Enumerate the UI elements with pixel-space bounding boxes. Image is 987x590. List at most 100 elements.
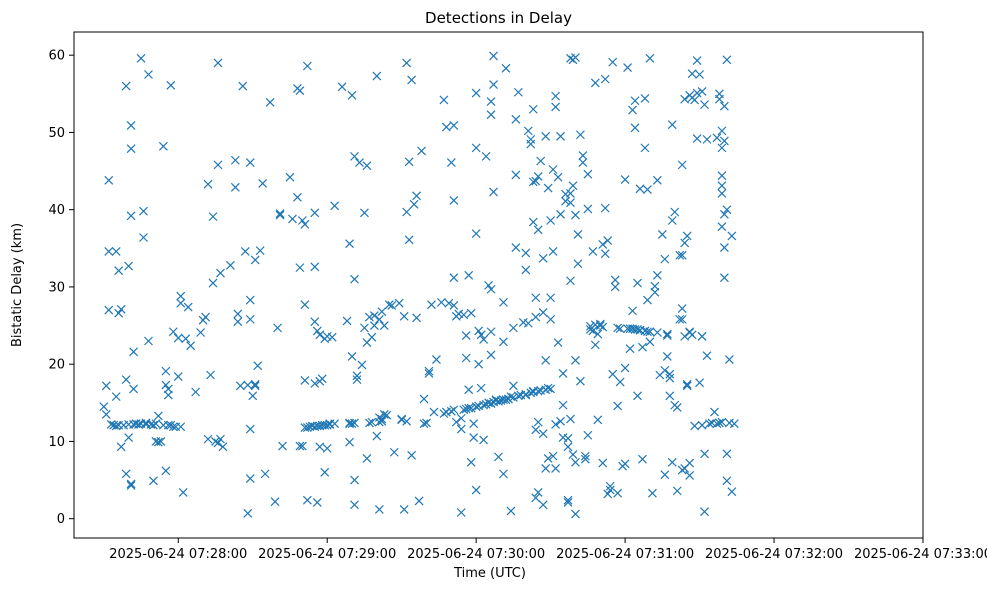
data-point — [459, 405, 469, 415]
data-point — [551, 420, 561, 429]
data-point — [543, 383, 553, 393]
data-point — [638, 454, 647, 464]
data-point — [593, 415, 603, 425]
data-point — [705, 419, 714, 429]
data-point — [501, 63, 511, 73]
data-point — [531, 176, 541, 186]
data-point — [724, 355, 734, 364]
data-point — [513, 391, 523, 401]
data-point — [538, 500, 548, 510]
data-point — [364, 312, 374, 322]
data-point — [508, 381, 518, 391]
data-point — [667, 120, 677, 130]
data-point — [161, 380, 171, 390]
data-point — [295, 263, 305, 273]
data-point — [168, 422, 178, 432]
data-point — [645, 327, 655, 337]
data-point — [546, 216, 556, 225]
data-point — [722, 205, 732, 215]
data-point — [245, 295, 255, 305]
data-point — [546, 314, 556, 324]
data-point — [407, 450, 417, 460]
data-point — [173, 333, 183, 343]
data-point — [722, 55, 732, 65]
y-tick-label: 50 — [48, 126, 65, 141]
data-point — [419, 394, 429, 404]
data-point — [680, 94, 690, 104]
data-point — [645, 53, 655, 63]
data-point — [680, 238, 690, 248]
data-point — [595, 321, 605, 330]
data-point — [521, 265, 531, 275]
data-point — [526, 388, 536, 398]
data-point — [635, 184, 645, 194]
x-tick-label: 2025-06-24 07:30:00 — [407, 547, 545, 562]
data-point — [397, 415, 407, 425]
data-point — [248, 391, 258, 401]
data-point — [719, 101, 729, 111]
data-point — [235, 381, 245, 391]
data-point — [511, 170, 521, 180]
data-point — [486, 399, 496, 409]
data-point — [573, 259, 583, 269]
data-point — [682, 379, 692, 389]
data-point — [598, 458, 608, 468]
data-point — [161, 466, 171, 476]
data-point — [449, 301, 459, 310]
data-point — [556, 416, 565, 426]
data-point — [300, 375, 310, 385]
data-point — [608, 369, 618, 379]
data-point — [461, 331, 471, 341]
data-point — [553, 338, 563, 347]
data-point — [603, 236, 613, 246]
x-tick-label: 2025-06-24 07:31:00 — [556, 547, 694, 562]
data-point — [620, 459, 630, 469]
data-point — [441, 122, 451, 132]
data-point — [471, 402, 481, 412]
data-point — [610, 275, 620, 285]
data-point — [364, 418, 374, 428]
data-point — [310, 208, 320, 218]
data-point — [533, 386, 543, 396]
data-point — [374, 314, 384, 324]
data-point — [677, 314, 687, 324]
data-point — [538, 253, 548, 263]
data-point — [300, 219, 310, 229]
axes-frame — [73, 31, 924, 539]
data-point — [216, 434, 225, 444]
data-point — [541, 464, 551, 473]
data-point — [647, 488, 657, 498]
data-point — [372, 431, 382, 441]
data-point — [419, 419, 429, 429]
data-point — [479, 400, 489, 410]
data-point — [253, 361, 263, 371]
data-point — [677, 160, 687, 170]
data-point — [571, 355, 580, 365]
data-point — [297, 441, 307, 451]
y-tick-label: 40 — [48, 203, 65, 218]
data-point — [369, 321, 379, 330]
data-point — [320, 467, 330, 477]
data-point — [717, 126, 727, 136]
data-point — [360, 323, 369, 333]
data-point — [456, 413, 466, 423]
data-point — [692, 88, 702, 98]
data-point — [486, 284, 496, 294]
data-point — [139, 233, 148, 242]
data-point — [489, 187, 498, 197]
data-point — [126, 144, 136, 154]
data-point — [469, 419, 479, 429]
data-point — [603, 489, 613, 499]
data-point — [566, 189, 575, 198]
data-point — [563, 498, 573, 507]
data-point — [615, 324, 625, 334]
data-point — [615, 377, 625, 387]
data-point — [337, 82, 347, 92]
data-point — [489, 80, 498, 89]
data-point — [382, 410, 392, 420]
data-point — [489, 51, 498, 61]
data-point — [643, 185, 652, 195]
data-point — [245, 474, 255, 483]
data-point — [153, 411, 163, 421]
data-point — [126, 211, 136, 221]
